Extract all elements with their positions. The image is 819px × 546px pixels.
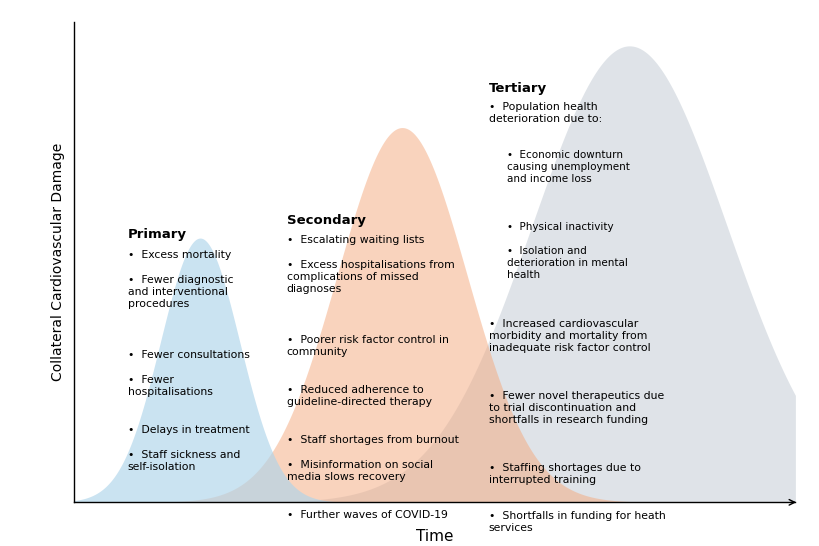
Text: Primary: Primary <box>128 228 187 241</box>
Text: •  Staff shortages from burnout: • Staff shortages from burnout <box>287 435 458 445</box>
Text: •  Delays in treatment: • Delays in treatment <box>128 425 249 435</box>
Text: •  Escalating waiting lists: • Escalating waiting lists <box>287 235 423 245</box>
Y-axis label: Collateral Cardiovascular Damage: Collateral Cardiovascular Damage <box>52 143 66 381</box>
Text: •  Isolation and
deterioration in mental
health: • Isolation and deterioration in mental … <box>506 246 627 281</box>
Text: •  Staffing shortages due to
interrupted training: • Staffing shortages due to interrupted … <box>488 462 640 485</box>
Text: •  Shortfalls in funding for heath
services: • Shortfalls in funding for heath servic… <box>488 511 665 533</box>
Text: •  Reduced adherence to
guideline-directed therapy: • Reduced adherence to guideline-directe… <box>287 385 431 407</box>
Text: •  Misinformation on social
media slows recovery: • Misinformation on social media slows r… <box>287 460 432 482</box>
Text: •  Further waves of COVID-19: • Further waves of COVID-19 <box>287 510 447 520</box>
Text: •  Fewer novel therapeutics due
to trial discontinuation and
shortfalls in resea: • Fewer novel therapeutics due to trial … <box>488 390 663 425</box>
Text: •  Fewer diagnostic
and interventional
procedures: • Fewer diagnostic and interventional pr… <box>128 275 233 308</box>
Text: Secondary: Secondary <box>287 214 365 227</box>
Text: •  Staff sickness and
self-isolation: • Staff sickness and self-isolation <box>128 449 240 472</box>
Text: •  Increased cardiovascular
morbidity and mortality from
inadequate risk factor : • Increased cardiovascular morbidity and… <box>488 318 649 353</box>
Text: •  Poorer risk factor control in
community: • Poorer risk factor control in communit… <box>287 335 448 357</box>
Text: •  Population health
deterioration due to:: • Population health deterioration due to… <box>488 102 601 124</box>
Text: •  Physical inactivity: • Physical inactivity <box>506 222 613 233</box>
Text: •  Excess mortality: • Excess mortality <box>128 250 231 260</box>
Text: Tertiary: Tertiary <box>488 82 546 95</box>
Text: •  Fewer
hospitalisations: • Fewer hospitalisations <box>128 375 213 396</box>
Text: •  Economic downturn
causing unemployment
and income loss: • Economic downturn causing unemployment… <box>506 150 629 185</box>
Text: Time: Time <box>415 529 453 544</box>
Text: •  Fewer consultations: • Fewer consultations <box>128 349 250 360</box>
Text: •  Excess hospitalisations from
complications of missed
diagnoses: • Excess hospitalisations from complicat… <box>287 260 454 294</box>
